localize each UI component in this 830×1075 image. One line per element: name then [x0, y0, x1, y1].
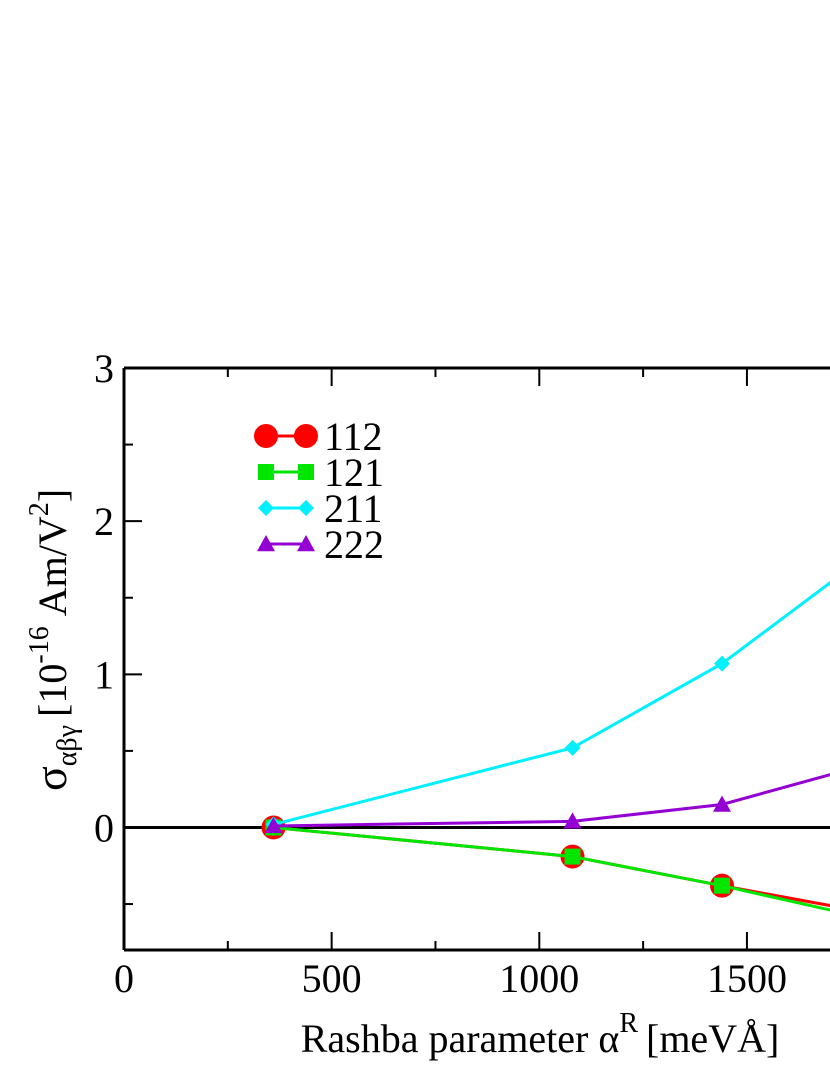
y-tick-label: 1	[94, 652, 114, 697]
y-tick-label: 0	[94, 805, 114, 850]
y-tick-label: 2	[94, 499, 114, 544]
legend-label-121: 121	[324, 450, 384, 495]
legend-label-112: 112	[324, 414, 383, 459]
point-222	[713, 795, 732, 812]
point-211	[714, 655, 731, 672]
legend-item-222: 222	[257, 522, 384, 567]
series-layer	[261, 580, 830, 912]
y-axis-title: σαβγ [10-16 Am/V2]	[24, 489, 83, 791]
legend-marker-112	[294, 424, 318, 448]
axes	[122, 366, 830, 952]
legend-item-121: 121	[258, 450, 384, 495]
y-axis-close: ]	[30, 489, 75, 502]
series-line-211	[273, 580, 830, 826]
series-line-222	[273, 773, 830, 828]
y-tick-label: 3	[94, 346, 114, 391]
series-121	[265, 819, 830, 912]
point-222	[563, 812, 582, 829]
point-121	[714, 877, 731, 894]
point-121	[564, 848, 581, 865]
series-211	[265, 580, 830, 833]
legend-item-211: 211	[258, 486, 383, 531]
legend-marker-211	[298, 500, 314, 516]
x-tick-label: 1500	[707, 956, 787, 1001]
tick-labels: 0 500 1000 1500 0 1 2 3	[94, 346, 787, 1001]
x-axis-title-main: Rashba parameter α	[301, 1016, 620, 1061]
legend-marker-121	[258, 464, 274, 480]
legend-marker-222	[257, 535, 275, 552]
y-axis-unit-sup: 2	[24, 502, 55, 516]
legend-marker-112	[254, 424, 278, 448]
legend-marker-222	[297, 535, 315, 552]
x-axis-title: Rashba parameter αR [meVÅ]	[301, 1008, 780, 1061]
x-axis-title-unit: [meVÅ]	[646, 1016, 779, 1061]
series-112	[261, 815, 830, 908]
x-tick-label: 500	[302, 956, 362, 1001]
point-211	[564, 739, 581, 756]
legend-marker-211	[258, 500, 274, 516]
x-axis-title-sup: R	[619, 1008, 638, 1039]
y-axis-exponent: -16	[24, 626, 55, 663]
legend-item-112: 112	[254, 414, 383, 459]
x-tick-label: 0	[114, 956, 134, 1001]
x-tick-label: 1000	[499, 956, 579, 1001]
legend-label-222: 222	[324, 522, 384, 567]
y-axis-unit: Am/V	[30, 516, 75, 616]
series-line-112	[273, 825, 830, 908]
series-222	[264, 773, 830, 834]
legend-label-211: 211	[324, 486, 383, 531]
point-222	[264, 816, 283, 834]
y-axis-symbol: σ	[25, 766, 76, 791]
y-axis-subscript: αβγ	[52, 725, 83, 766]
y-axis-open: [10	[30, 664, 75, 717]
series-line-121	[273, 825, 830, 912]
legend-marker-121	[298, 464, 314, 480]
